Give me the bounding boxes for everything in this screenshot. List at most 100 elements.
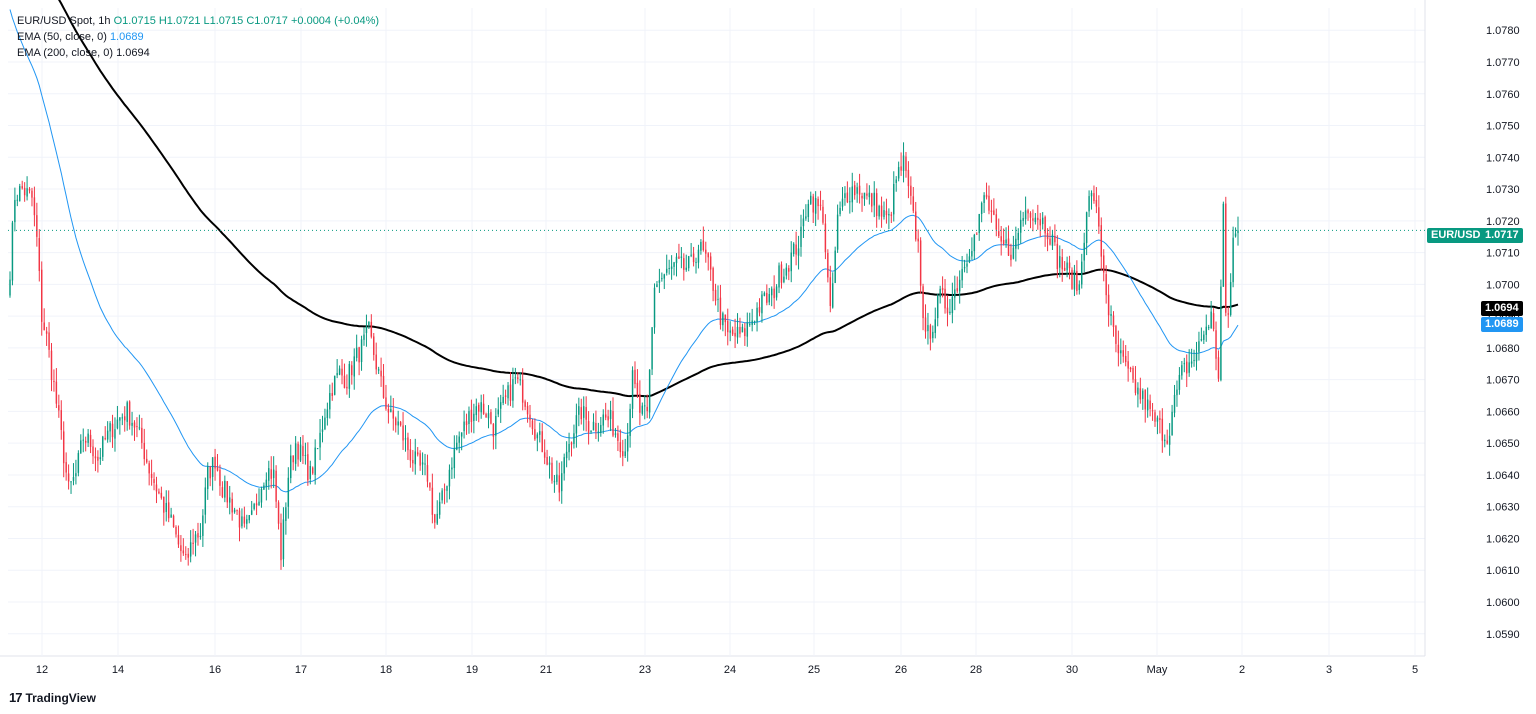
candle-body: [211, 457, 214, 477]
x-tick-label: 17: [295, 664, 307, 676]
candle-body: [177, 534, 180, 545]
candle-body: [92, 446, 94, 457]
candle-body: [575, 415, 578, 434]
candle-body: [346, 386, 348, 389]
candle-body: [277, 502, 280, 524]
candlestick-series: [9, 142, 1239, 570]
candle-body: [355, 347, 358, 358]
candle-body: [260, 489, 263, 503]
candle-body: [1032, 218, 1034, 221]
candle-body: [424, 463, 426, 465]
symbol-label[interactable]: EUR/USD Spot, 1h: [17, 15, 111, 27]
candle-body: [824, 223, 827, 253]
candle-body: [1181, 365, 1183, 376]
candle-body: [302, 446, 304, 457]
candle-body: [770, 288, 773, 296]
candle-body: [917, 238, 919, 242]
candle-body: [280, 522, 282, 561]
candle-body: [712, 268, 714, 291]
candle-body: [207, 466, 209, 490]
tradingview-brand[interactable]: 17 TradingView: [9, 690, 96, 705]
candle-body: [226, 481, 229, 503]
candle-body: [1183, 363, 1186, 365]
ema50-price-tag: 1.0689: [1481, 317, 1523, 332]
ema50-label: EMA (50, close, 0): [17, 31, 107, 43]
candle-body: [365, 326, 368, 334]
candle-body: [1225, 203, 1227, 313]
candle-body: [116, 419, 119, 429]
y-tick-label: 1.0780: [1486, 25, 1520, 37]
candle-body: [1095, 200, 1098, 207]
candle-body: [265, 479, 268, 487]
candle-body: [1200, 339, 1203, 341]
candle-body: [915, 211, 917, 240]
candle-body: [133, 422, 136, 428]
candle-body: [9, 279, 11, 296]
candle-body: [1161, 418, 1164, 441]
candle-body: [619, 442, 622, 453]
candle-body: [1144, 389, 1146, 410]
candle-body: [846, 192, 849, 203]
candle-body: [731, 329, 734, 335]
candle-body: [841, 198, 844, 207]
candle-body: [639, 393, 641, 413]
candle-body: [922, 286, 924, 319]
candle-body: [719, 297, 722, 325]
candle-body: [343, 375, 346, 388]
candle-body: [512, 379, 514, 401]
candle-body: [87, 433, 89, 443]
candle-body: [1117, 344, 1120, 354]
candle-body: [895, 179, 897, 183]
candle-body: [1027, 210, 1029, 214]
candle-body: [651, 327, 653, 370]
time-axis[interactable]: 12 14 16 17 18 19 21 23 24 25 26 28 30 May 2 3 5: [36, 664, 1418, 676]
candle-body: [124, 416, 126, 421]
candle-body: [709, 256, 712, 270]
candle-body: [485, 414, 487, 418]
candle-body: [43, 322, 45, 331]
candle-body: [55, 381, 58, 404]
candle-body: [644, 405, 646, 407]
y-tick-label: 1.0740: [1486, 152, 1520, 164]
candle-body: [751, 320, 753, 325]
candle-body: [258, 501, 260, 506]
candle-body: [1002, 239, 1005, 244]
candle-body: [910, 185, 912, 196]
legend-ema200-row[interactable]: EMA (200, close, 0) 1.0694: [17, 45, 379, 61]
last-price-tag: 1.0717: [1481, 228, 1523, 243]
candle-body: [1178, 374, 1181, 390]
candle-body: [1154, 412, 1156, 422]
candle-body: [734, 332, 736, 337]
candle-body: [1151, 410, 1154, 412]
candle-body: [656, 284, 658, 288]
candle-body: [392, 410, 395, 419]
candle-body: [790, 252, 792, 272]
candle-body: [80, 440, 82, 454]
candle-body: [1093, 193, 1095, 201]
price-axis[interactable]: 1.0590 1.0600 1.0610 1.0620 1.0630 1.0640 1.06…: [1486, 25, 1520, 641]
candle-body: [1041, 217, 1044, 225]
y-tick-label: 1.0770: [1486, 57, 1520, 69]
candle-body: [1210, 311, 1212, 329]
candle-body: [311, 467, 314, 474]
candle-body: [880, 205, 883, 217]
candle-body: [155, 484, 158, 492]
legend-ema50-row[interactable]: EMA (50, close, 0) 1.0689: [17, 29, 379, 45]
tradingview-logo-icon: 17: [9, 690, 23, 705]
candle-body: [924, 317, 927, 332]
candle-body: [998, 231, 1000, 236]
candle-body: [563, 457, 565, 474]
candle-body: [1229, 282, 1232, 315]
candle-body: [1137, 387, 1139, 395]
candle-body: [1127, 361, 1129, 369]
candle-body: [1159, 418, 1161, 420]
candle-body: [470, 409, 473, 422]
candle-body: [158, 491, 160, 494]
candle-body: [33, 197, 36, 216]
candle-body: [1081, 261, 1083, 285]
candle-body: [248, 515, 250, 521]
candle-body: [1139, 388, 1142, 400]
candle-body: [404, 438, 407, 440]
candle-body: [370, 321, 373, 337]
